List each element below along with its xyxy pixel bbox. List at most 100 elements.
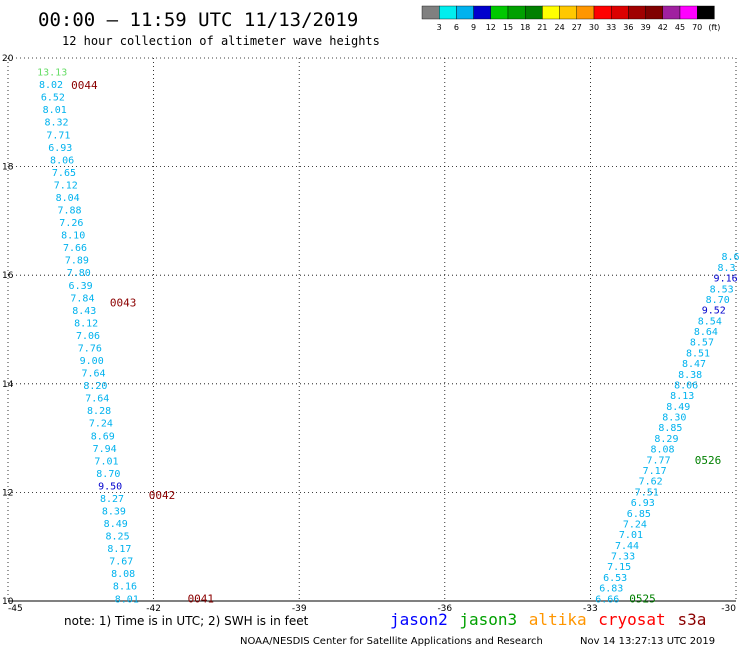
legend-swatch	[456, 5, 474, 20]
swh-value: 7.64	[85, 394, 109, 405]
swh-value: 13.13	[37, 68, 67, 79]
legend-label: 45	[675, 23, 685, 32]
satellite-label: cryosat	[598, 610, 665, 629]
swh-value: 7.65	[52, 168, 76, 179]
swh-value: 6.53	[603, 573, 627, 584]
swh-value: 8.57	[690, 338, 714, 349]
legend-swatch	[542, 5, 560, 20]
swh-value: 8.06	[674, 380, 698, 391]
legend-label: 42	[658, 23, 668, 32]
swh-value: 8.27	[100, 494, 124, 505]
swh-value: 7.15	[607, 562, 631, 573]
x-tick-label: -42	[146, 604, 161, 614]
swh-value: 8.70	[706, 295, 730, 306]
swh-value: 8.20	[83, 381, 107, 392]
y-tick-label: 18	[2, 163, 14, 173]
swh-value: 7.17	[643, 466, 667, 477]
y-tick-label: 16	[2, 271, 14, 281]
satellite-label: jason3	[459, 610, 517, 629]
chart-title: 00:00 – 11:59 UTC 11/13/2019	[38, 9, 358, 31]
legend-label: 30	[589, 23, 599, 32]
y-tick-label: 14	[2, 380, 14, 390]
swh-value: 8.85	[658, 423, 682, 434]
pass-time-label: 0043	[110, 296, 137, 309]
legend-label: 33	[606, 23, 616, 32]
swh-value: 8.49	[666, 402, 690, 413]
swh-value: 7.64	[81, 369, 105, 380]
swh-value: 8.02	[39, 80, 63, 91]
swh-value: 7.76	[78, 343, 102, 354]
plot-area: -45 -42 -39 -36 -33 -30 10 12 14 16 18 20 13.138.02 6…	[2, 54, 740, 614]
swh-value: 7.33	[611, 552, 635, 563]
legend-label: 3	[437, 23, 442, 32]
swh-value: 8.17	[107, 544, 131, 555]
legend-swatch	[507, 5, 526, 20]
legend-label: 15	[503, 23, 513, 32]
swh-value: 7.66	[63, 243, 87, 254]
x-tick-label: -45	[8, 604, 23, 614]
swh-value: 7.06	[76, 331, 100, 342]
legend-swatch	[559, 5, 577, 20]
pass-time-label: 0041	[188, 592, 215, 605]
swh-value: 9.52	[702, 306, 726, 317]
pass-time-label: 0042	[149, 489, 176, 502]
swh-value: 9.50	[98, 481, 122, 492]
footer-note: note: 1) Time is in UTC; 2) SWH is in fe…	[64, 614, 309, 628]
swh-value: 8.38	[678, 370, 702, 381]
swh-value: 7.26	[59, 218, 83, 229]
legend-swatch	[593, 5, 612, 20]
color-legend: 3 6 9 12 15 18 21 24 27 30 33 36 39 42 45 70 (ft)	[421, 5, 720, 32]
swh-value: 8.43	[72, 306, 96, 317]
swh-value: 9.16	[714, 274, 738, 285]
swh-value: 8.12	[74, 318, 98, 329]
swh-value: 7.01	[619, 530, 643, 541]
legend-label: 6	[454, 23, 459, 32]
swh-value: 7.77	[647, 455, 671, 466]
swh-value: 7.62	[639, 477, 663, 488]
legend-swatch	[439, 5, 457, 20]
x-tick-label: -36	[437, 604, 452, 614]
legend-swatch	[525, 5, 543, 20]
legend-label: 27	[572, 23, 582, 32]
swh-value: 6.93	[631, 498, 655, 509]
x-tick-label: -33	[583, 604, 598, 614]
swh-value: 6.66	[595, 594, 619, 605]
satellite-label: altika	[529, 610, 587, 629]
legend-label: 21	[537, 23, 547, 32]
legend-label: 24	[555, 23, 565, 32]
pass-time-label: 0044	[71, 79, 98, 92]
swh-value: 7.51	[635, 487, 659, 498]
swh-value: 8.53	[710, 284, 734, 295]
satellite-label: jason2	[390, 610, 448, 629]
legend-swatch	[662, 5, 681, 20]
legend-swatch	[628, 5, 646, 20]
legend-label: 36	[623, 23, 633, 32]
swh-value: 8.13	[670, 391, 694, 402]
legend-label: 70	[692, 23, 702, 32]
swh-value: 8.10	[61, 231, 85, 242]
swh-value: 6.52	[41, 93, 65, 104]
swh-value: 8.01	[115, 594, 139, 605]
swh-value: 8.64	[694, 327, 718, 338]
legend-swatch	[490, 5, 509, 20]
swh-value: 7.71	[46, 130, 70, 141]
swh-value: 7.94	[93, 444, 117, 455]
swh-value: 8.30	[662, 413, 686, 424]
swh-value: 8.04	[56, 193, 80, 204]
swh-value: 8.28	[87, 406, 111, 417]
legend-label: (ft)	[708, 23, 720, 32]
swh-value: 7.12	[54, 180, 78, 191]
y-tick-label: 10	[2, 597, 14, 607]
swh-value: 8.70	[96, 469, 120, 480]
swh-value: 8.32	[45, 118, 69, 129]
swh-value: 8.16	[113, 582, 137, 593]
swh-value: 8.54	[698, 316, 722, 327]
swh-value: 6.93	[48, 143, 72, 154]
swh-value: 8.01	[43, 105, 67, 116]
swh-value: 7.24	[89, 419, 113, 430]
swh-value: 7.24	[623, 519, 647, 530]
swh-value: 8.3	[717, 263, 735, 274]
legend-swatch	[645, 5, 663, 20]
swh-value: 7.80	[67, 268, 91, 279]
